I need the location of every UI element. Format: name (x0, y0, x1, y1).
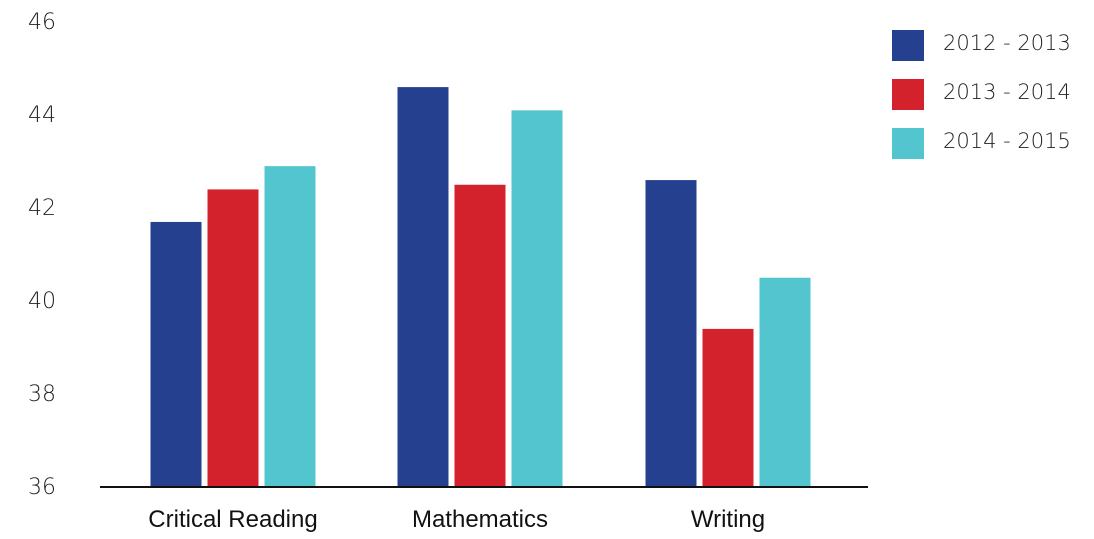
legend-label: 2012 - 2013 (943, 31, 1071, 55)
y-tick-label: 46 (28, 10, 56, 35)
bar (454, 184, 506, 487)
y-tick-label: 44 (28, 103, 56, 128)
x-tick-label: Mathematics (412, 506, 548, 533)
x-tick-label: Writing (691, 506, 765, 533)
bar (150, 221, 202, 487)
y-tick-label: 36 (28, 475, 56, 500)
bar (702, 328, 754, 487)
bar (759, 277, 811, 487)
bar (397, 87, 449, 487)
legend-swatch (892, 128, 924, 159)
y-axis-ticks: 36 38 40 42 44 46 (28, 10, 56, 500)
x-axis-ticks: Critical Reading Mathematics Writing (148, 506, 765, 533)
bars (150, 87, 811, 487)
legend-swatch (892, 30, 924, 61)
y-tick-label: 38 (28, 382, 56, 407)
legend-swatch (892, 79, 924, 110)
bar (645, 180, 697, 487)
bar (264, 166, 316, 487)
bar (511, 110, 563, 487)
y-tick-label: 40 (28, 289, 56, 314)
legend-label: 2013 - 2014 (943, 80, 1071, 104)
legend-label: 2014 - 2015 (943, 129, 1071, 153)
x-tick-label: Critical Reading (148, 506, 317, 533)
bar (207, 189, 259, 487)
y-tick-label: 42 (28, 196, 56, 221)
legend: 2012 - 2013 2013 - 2014 2014 - 2015 (892, 30, 1071, 159)
